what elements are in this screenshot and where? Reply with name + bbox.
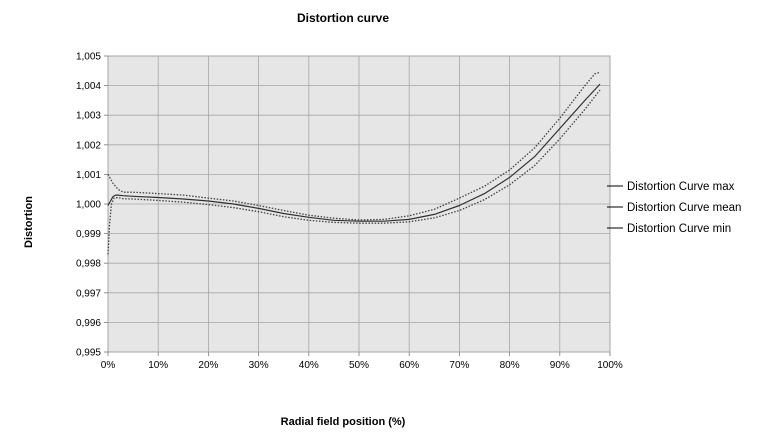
x-tick-label: 90% — [550, 360, 570, 371]
y-tick-label: 0,998 — [76, 259, 101, 270]
x-axis-label: Radial field position (%) — [281, 416, 406, 428]
y-tick-label: 0,996 — [76, 318, 101, 329]
legend-label-distortion-curve-min: Distortion Curve min — [627, 223, 731, 235]
x-tick-label: 40% — [299, 360, 319, 371]
chart-title: Distortion curve — [297, 11, 389, 25]
x-tick-label: 50% — [349, 360, 369, 371]
x-tick-label: 80% — [500, 360, 520, 371]
x-tick-label: 10% — [148, 360, 168, 371]
x-tick-label: 60% — [399, 360, 419, 371]
y-tick-label: 1,004 — [76, 81, 101, 92]
y-tick-label: 1,002 — [76, 140, 101, 151]
legend: Distortion Curve max Distortion Curve mea… — [607, 181, 741, 235]
y-tick-label: 1,005 — [76, 52, 101, 63]
x-tick-labels: 0% 10% 20% 30% 40% 50% 60% 70% 80% 90% 100% — [101, 360, 623, 371]
x-tick-label: 0% — [101, 360, 116, 371]
x-tick-label: 70% — [449, 360, 469, 371]
x-tick-label: 30% — [249, 360, 269, 371]
y-tick-labels: 0,995 0,996 0,997 0,998 0,999 1,000 1,001 1,002… — [76, 52, 101, 359]
y-tick-label: 1,003 — [76, 111, 101, 122]
y-tick-label: 0,995 — [76, 348, 101, 359]
x-tick-label: 100% — [597, 360, 623, 371]
legend-label-distortion-curve-max: Distortion Curve max — [627, 181, 735, 193]
series-line-distortion-curve-max — [107, 71, 601, 221]
series-line-distortion-curve-min — [107, 89, 601, 255]
series-line-distortion-curve-mean — [107, 83, 601, 222]
y-tick-label: 1,000 — [76, 200, 101, 211]
y-tick-label: 1,001 — [76, 170, 101, 181]
series-lines — [107, 71, 601, 255]
grid-lines — [104, 55, 611, 356]
x-tick-label: 20% — [198, 360, 218, 371]
y-axis-label: Distortion — [23, 196, 35, 248]
y-tick-label: 0,999 — [76, 229, 101, 240]
legend-label-distortion-curve-mean: Distortion Curve mean — [627, 202, 741, 214]
y-tick-label: 0,997 — [76, 288, 101, 299]
